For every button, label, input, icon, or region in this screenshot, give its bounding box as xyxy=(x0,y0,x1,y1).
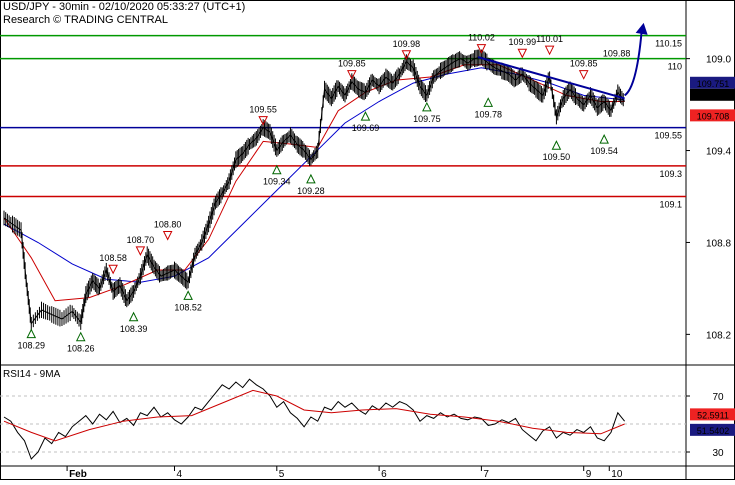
resistance-marker xyxy=(544,45,555,56)
resistance-marker xyxy=(135,246,146,256)
level-label: 109.55 xyxy=(654,131,682,141)
price-tag: 109.708 xyxy=(697,111,730,121)
resistance-marker xyxy=(517,48,528,59)
resistance-marker-label: 108.80 xyxy=(154,220,182,230)
support-marker xyxy=(183,290,193,300)
support-marker-label: 108.26 xyxy=(67,344,95,354)
support-marker xyxy=(599,133,609,144)
price-annotation: 109.88 xyxy=(603,49,631,59)
x-tick-label: 5 xyxy=(279,469,285,480)
rsi-line xyxy=(3,378,625,460)
support-marker xyxy=(483,97,494,107)
support-marker-label: 109.34 xyxy=(263,177,291,187)
resistance-marker-label: 109.85 xyxy=(570,59,598,69)
x-tick-label: 7 xyxy=(483,469,489,480)
rsi-tag-bg xyxy=(690,423,735,436)
level-label: 109.3 xyxy=(659,169,682,179)
x-tick-label: 6 xyxy=(381,469,387,480)
resistance-marker-label: 109.99 xyxy=(509,37,537,47)
support-marker xyxy=(306,173,316,184)
support-marker-label: 108.39 xyxy=(120,324,148,334)
price-y-tick-label: 109.0 xyxy=(706,55,731,66)
support-marker xyxy=(128,311,139,322)
level-label: 110 xyxy=(668,62,682,72)
support-marker xyxy=(360,111,371,121)
support-marker xyxy=(26,328,37,339)
price-tag-bg xyxy=(690,88,735,101)
price-y-tick-label: 109.4 xyxy=(706,147,731,158)
support-marker-label: 109.28 xyxy=(297,186,325,196)
resistance-marker xyxy=(578,70,589,80)
x-tick-label: 9 xyxy=(586,469,592,480)
support-marker-label: 109.54 xyxy=(590,146,618,156)
level-label: 109.1 xyxy=(659,200,682,210)
chart-subtitle: Research © TRADING CENTRAL xyxy=(3,14,168,26)
support-marker xyxy=(422,101,432,112)
rsi-title: RSI14 - 9MA xyxy=(3,369,61,380)
rsi-y-tick-label: 70 xyxy=(712,392,724,403)
support-marker-label: 109.78 xyxy=(474,109,502,119)
support-marker-label: 109.75 xyxy=(413,114,441,124)
support-marker-label: 109.50 xyxy=(543,152,571,162)
x-tick-label: Feb xyxy=(69,469,87,480)
resistance-marker-label: 110.02 xyxy=(468,33,495,43)
resistance-marker xyxy=(108,264,118,275)
price-tag: 109.751 xyxy=(697,91,730,101)
support-marker-label: 109.69 xyxy=(352,123,380,133)
chart-title: USD/JPY - 30min - 02/10/2020 05:33:27 (U… xyxy=(3,1,246,13)
price-line xyxy=(3,56,626,325)
resistance-marker xyxy=(162,231,173,241)
support-marker xyxy=(75,331,86,342)
price-tag-bg xyxy=(690,109,735,122)
resistance-marker-label: 109.85 xyxy=(338,59,366,69)
support-marker-label: 108.29 xyxy=(18,341,46,351)
support-marker-label: 108.52 xyxy=(174,302,202,312)
rsi-y-tick-label: 30 xyxy=(712,448,724,459)
rsi-tag: 51.5402 xyxy=(697,426,730,436)
price-tag-bg xyxy=(690,76,735,89)
resistance-marker xyxy=(401,50,412,60)
resistance-marker-label: 109.98 xyxy=(393,39,421,49)
x-tick-label: 10 xyxy=(611,469,623,480)
price-tag: 109.751 xyxy=(697,79,730,89)
resistance-marker xyxy=(258,116,268,126)
trend-line xyxy=(477,56,625,100)
price-y-tick-label: 108.2 xyxy=(706,330,731,341)
resistance-marker-label: 108.58 xyxy=(99,253,127,263)
support-marker xyxy=(271,164,282,175)
level-label: 110.15 xyxy=(655,39,682,49)
price-y-tick-label: 108.8 xyxy=(706,238,731,249)
forecast-arrow-head xyxy=(635,22,648,35)
rsi-tag-bg xyxy=(690,408,735,421)
resistance-marker-label: 108.70 xyxy=(127,235,155,245)
rsi-ma-line xyxy=(3,389,625,442)
ma-slow-line xyxy=(3,67,625,283)
support-marker xyxy=(551,140,562,150)
resistance-marker-label: 109.55 xyxy=(249,105,277,115)
forecast-arrow-line xyxy=(623,30,643,97)
resistance-marker xyxy=(347,70,357,80)
resistance-marker-label: 110.01 xyxy=(536,34,563,44)
rsi-tag: 52.5911 xyxy=(697,410,729,420)
x-tick-label: 4 xyxy=(177,469,183,480)
resistance-marker xyxy=(476,44,487,54)
